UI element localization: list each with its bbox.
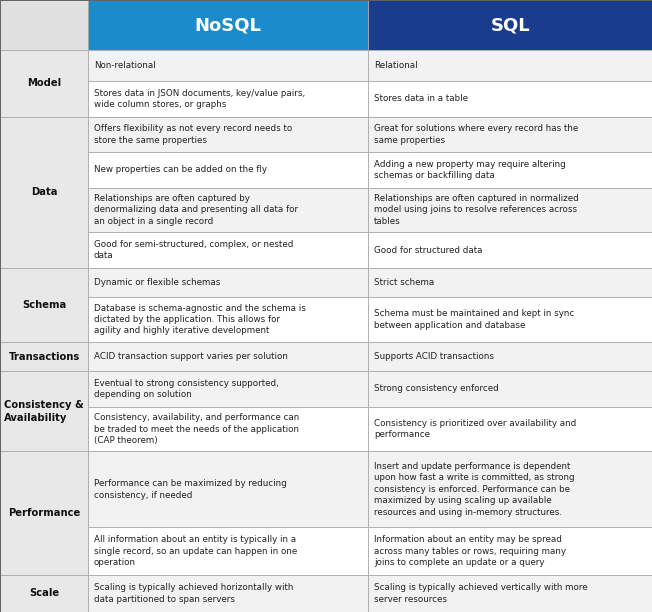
- Text: SQL: SQL: [490, 16, 530, 34]
- Text: Stores data in a table: Stores data in a table: [374, 94, 468, 103]
- Bar: [368, 297, 652, 342]
- Bar: [0, 342, 88, 371]
- Text: Performance: Performance: [8, 508, 80, 518]
- Text: Information about an entity may be spread
across many tables or rows, requiring : Information about an entity may be sprea…: [374, 535, 566, 567]
- Bar: [88, 371, 368, 407]
- Text: Eventual to strong consistency supported,
depending on solution: Eventual to strong consistency supported…: [94, 379, 278, 399]
- Text: Data: Data: [31, 187, 57, 197]
- Bar: [88, 0, 368, 50]
- Bar: [368, 116, 652, 152]
- Text: NoSQL: NoSQL: [195, 16, 261, 34]
- Text: Good for semi-structured, complex, or nested
data: Good for semi-structured, complex, or ne…: [94, 240, 293, 260]
- Bar: [88, 268, 368, 297]
- Bar: [0, 452, 88, 575]
- Bar: [88, 233, 368, 268]
- Text: Schema: Schema: [22, 300, 66, 310]
- Bar: [368, 268, 652, 297]
- Bar: [0, 575, 88, 612]
- Bar: [368, 407, 652, 452]
- Text: Scaling is typically achieved horizontally with
data partitioned to span servers: Scaling is typically achieved horizontal…: [94, 583, 293, 603]
- Bar: [368, 152, 652, 187]
- Bar: [368, 371, 652, 407]
- Bar: [368, 233, 652, 268]
- Text: Strict schema: Strict schema: [374, 278, 434, 287]
- Text: Consistency &
Availability: Consistency & Availability: [4, 400, 84, 423]
- Bar: [368, 575, 652, 612]
- Text: Supports ACID transactions: Supports ACID transactions: [374, 352, 494, 361]
- Text: Scale: Scale: [29, 589, 59, 599]
- Bar: [0, 0, 88, 50]
- Text: Database is schema-agnostic and the schema is
dictated by the application. This : Database is schema-agnostic and the sche…: [94, 304, 306, 335]
- Bar: [368, 187, 652, 233]
- Text: Good for structured data: Good for structured data: [374, 245, 482, 255]
- Text: Dynamic or flexible schemas: Dynamic or flexible schemas: [94, 278, 220, 287]
- Text: New properties can be added on the fly: New properties can be added on the fly: [94, 165, 267, 174]
- Text: Model: Model: [27, 78, 61, 88]
- Bar: [368, 81, 652, 116]
- Bar: [368, 452, 652, 527]
- Text: Performance can be maximized by reducing
consistency, if needed: Performance can be maximized by reducing…: [94, 479, 287, 499]
- Text: All information about an entity is typically in a
single record, so an update ca: All information about an entity is typic…: [94, 535, 297, 567]
- Text: Stores data in JSON documents, key/value pairs,
wide column stores, or graphs: Stores data in JSON documents, key/value…: [94, 89, 305, 109]
- Bar: [88, 297, 368, 342]
- Text: Non-relational: Non-relational: [94, 61, 156, 70]
- Bar: [0, 116, 88, 268]
- Text: Insert and update performance is dependent
upon how fast a write is committed, a: Insert and update performance is depende…: [374, 462, 575, 517]
- Bar: [0, 371, 88, 452]
- Bar: [368, 0, 652, 50]
- Bar: [368, 342, 652, 371]
- Bar: [88, 527, 368, 575]
- Bar: [88, 81, 368, 116]
- Bar: [88, 116, 368, 152]
- Text: Great for solutions where every record has the
same properties: Great for solutions where every record h…: [374, 124, 578, 144]
- Text: Schema must be maintained and kept in sync
between application and database: Schema must be maintained and kept in sy…: [374, 309, 574, 330]
- Bar: [88, 452, 368, 527]
- Text: Consistency is prioritized over availability and
performance: Consistency is prioritized over availabi…: [374, 419, 576, 439]
- Text: Transactions: Transactions: [8, 351, 80, 362]
- Text: Consistency, availability, and performance can
be traded to meet the needs of th: Consistency, availability, and performan…: [94, 413, 299, 445]
- Bar: [88, 152, 368, 187]
- Bar: [368, 527, 652, 575]
- Bar: [88, 342, 368, 371]
- Text: Relationships are often captured in normalized
model using joins to resolve refe: Relationships are often captured in norm…: [374, 194, 579, 226]
- Bar: [0, 268, 88, 342]
- Bar: [88, 50, 368, 81]
- Bar: [0, 50, 88, 116]
- Bar: [88, 407, 368, 452]
- Text: Scaling is typically achieved vertically with more
server resources: Scaling is typically achieved vertically…: [374, 583, 588, 603]
- Text: Relationships are often captured by
denormalizing data and presenting all data f: Relationships are often captured by deno…: [94, 194, 298, 226]
- Text: ACID transaction support varies per solution: ACID transaction support varies per solu…: [94, 352, 288, 361]
- Bar: [368, 50, 652, 81]
- Text: Strong consistency enforced: Strong consistency enforced: [374, 384, 499, 394]
- Bar: [88, 575, 368, 612]
- Text: Offers flexibility as not every record needs to
store the same properties: Offers flexibility as not every record n…: [94, 124, 292, 144]
- Text: Relational: Relational: [374, 61, 418, 70]
- Bar: [88, 187, 368, 233]
- Text: Adding a new property may require altering
schemas or backfilling data: Adding a new property may require alteri…: [374, 160, 566, 180]
